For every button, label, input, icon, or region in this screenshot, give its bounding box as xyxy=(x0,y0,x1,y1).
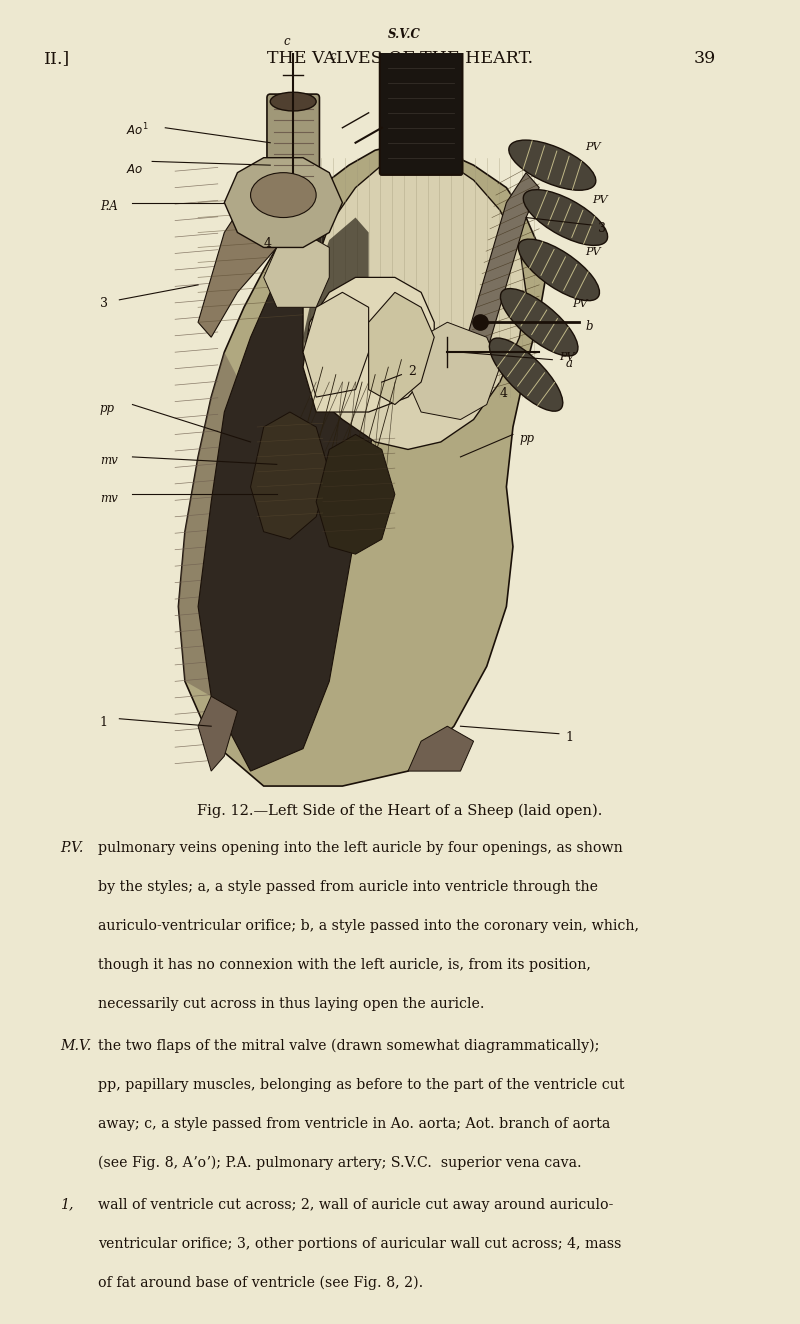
Polygon shape xyxy=(198,696,238,771)
Text: wall of ventricle cut across; 2, wall of auricle cut away around auriculo-: wall of ventricle cut across; 2, wall of… xyxy=(98,1197,614,1211)
Polygon shape xyxy=(198,188,303,338)
Text: pulmonary veins opening into the left auricle by four openings, as shown: pulmonary veins opening into the left au… xyxy=(98,841,623,855)
Polygon shape xyxy=(454,172,539,397)
Text: ventricular orifice; 3, other portions of auricular wall cut across; 4, mass: ventricular orifice; 3, other portions o… xyxy=(98,1237,622,1251)
Polygon shape xyxy=(303,293,369,397)
Text: c: c xyxy=(283,36,290,49)
Text: though it has no connexion with the left auricle, is, from its position,: though it has no connexion with the left… xyxy=(98,957,591,972)
Polygon shape xyxy=(303,217,369,397)
Text: PV: PV xyxy=(585,248,601,257)
Text: away; c, a style passed from ventricle in Ao. aorta; Aot. branch of aorta: away; c, a style passed from ventricle i… xyxy=(98,1116,610,1131)
Text: 2: 2 xyxy=(408,364,416,377)
Text: PV: PV xyxy=(585,142,601,152)
Polygon shape xyxy=(303,278,434,412)
Text: pp, papillary muscles, belonging as before to the part of the ventricle cut: pp, papillary muscles, belonging as befo… xyxy=(98,1078,625,1092)
Text: P.A: P.A xyxy=(100,200,118,213)
Text: 1: 1 xyxy=(100,716,108,730)
Text: $Ao$: $Ao$ xyxy=(126,163,143,176)
Polygon shape xyxy=(303,150,526,449)
Text: 4: 4 xyxy=(500,387,508,400)
Ellipse shape xyxy=(518,240,599,301)
Text: a: a xyxy=(566,357,573,371)
Text: PV: PV xyxy=(592,195,607,205)
Text: c: c xyxy=(330,50,336,64)
Text: b: b xyxy=(585,319,593,332)
Polygon shape xyxy=(264,233,330,307)
Text: S.V.C: S.V.C xyxy=(388,28,421,41)
Polygon shape xyxy=(178,352,244,696)
Text: $Ao^1$: $Ao^1$ xyxy=(126,122,149,138)
Text: of fat around base of ventricle (see Fig. 8, 2).: of fat around base of ventricle (see Fig… xyxy=(98,1275,424,1290)
Text: necessarily cut across in thus laying open the auricle.: necessarily cut across in thus laying op… xyxy=(98,997,485,1012)
Text: pp: pp xyxy=(100,402,114,414)
FancyBboxPatch shape xyxy=(380,50,462,175)
Text: M.V.: M.V. xyxy=(60,1038,91,1053)
Text: the two flaps of the mitral valve (drawn somewhat diagrammatically);: the two flaps of the mitral valve (drawn… xyxy=(98,1038,600,1053)
Text: P.V.: P.V. xyxy=(60,841,83,855)
Polygon shape xyxy=(224,158,342,248)
Ellipse shape xyxy=(523,189,608,245)
Ellipse shape xyxy=(490,338,563,412)
Text: pp: pp xyxy=(519,432,534,445)
Ellipse shape xyxy=(250,172,316,217)
Text: mv: mv xyxy=(100,491,118,504)
Text: PV: PV xyxy=(572,299,587,310)
Text: PV: PV xyxy=(559,352,574,361)
Polygon shape xyxy=(178,143,546,786)
Text: mv: mv xyxy=(100,454,118,467)
FancyBboxPatch shape xyxy=(267,94,319,207)
Text: 1,: 1, xyxy=(60,1197,74,1211)
Text: (see Fig. 8, Aʼoʼ); P.A. pulmonary artery; S.V.C.  superior vena cava.: (see Fig. 8, Aʼoʼ); P.A. pulmonary arter… xyxy=(98,1156,582,1170)
Polygon shape xyxy=(369,293,434,405)
Polygon shape xyxy=(198,233,382,771)
Text: 4: 4 xyxy=(264,237,272,250)
Polygon shape xyxy=(408,322,500,420)
Polygon shape xyxy=(408,726,474,771)
Ellipse shape xyxy=(501,289,578,356)
Text: by the styles; a, a style passed from auricle into ventricle through the: by the styles; a, a style passed from au… xyxy=(98,879,598,894)
Text: 39: 39 xyxy=(694,50,716,68)
Text: Fig. 12.—Left Side of the Heart of a Sheep (laid open).: Fig. 12.—Left Side of the Heart of a She… xyxy=(198,804,602,818)
Polygon shape xyxy=(250,412,330,539)
Text: auriculo-ventricular orifice; b, a style passed into the coronary vein, which,: auriculo-ventricular orifice; b, a style… xyxy=(98,919,639,933)
Ellipse shape xyxy=(270,93,316,111)
Text: 1: 1 xyxy=(566,731,574,744)
Text: 3: 3 xyxy=(100,298,108,310)
Text: II.]: II.] xyxy=(44,50,70,68)
Text: 3: 3 xyxy=(598,222,606,236)
Text: THE VALVES OF THE HEART.: THE VALVES OF THE HEART. xyxy=(267,50,533,68)
Ellipse shape xyxy=(509,140,596,191)
Polygon shape xyxy=(316,434,395,555)
